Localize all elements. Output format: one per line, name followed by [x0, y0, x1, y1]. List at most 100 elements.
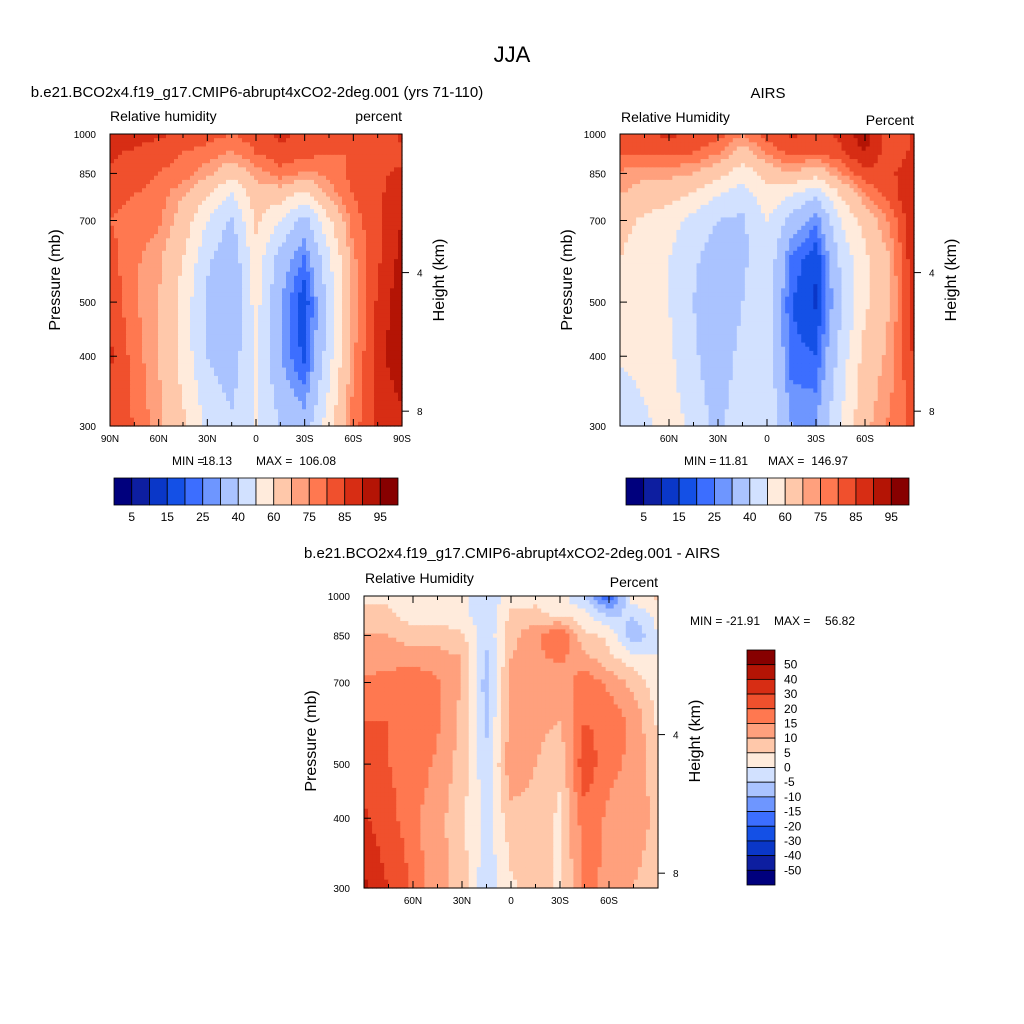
- heatmap-cell: [254, 321, 259, 327]
- heatmap-cell: [290, 200, 295, 206]
- heatmap-cell: [190, 338, 195, 344]
- heatmap-cell: [118, 330, 123, 335]
- heatmap-cell: [142, 400, 147, 406]
- heatmap-cell: [222, 204, 227, 210]
- heatmap-cell: [310, 238, 315, 244]
- heatmap-cell: [114, 167, 119, 173]
- heatmap-cell: [150, 142, 155, 148]
- heatmap-cell: [398, 159, 403, 164]
- heatmap-cell: [234, 342, 239, 348]
- heatmap-cell: [242, 142, 247, 148]
- heatmap-cell: [234, 209, 239, 214]
- heatmap-cell: [398, 371, 403, 377]
- heatmap-cell: [206, 246, 211, 252]
- heatmap-cell: [118, 396, 123, 402]
- heatmap-cell: [114, 267, 119, 273]
- heatmap-cell: [194, 367, 199, 373]
- heatmap-cell: [198, 371, 203, 377]
- heatmap-cell: [294, 396, 299, 402]
- heatmap-cell: [274, 309, 279, 314]
- heatmap-cell: [390, 342, 395, 348]
- heatmap-cell: [170, 384, 175, 390]
- heatmap-cell: [218, 338, 223, 344]
- heatmap-cell: [358, 238, 363, 244]
- heatmap-cell: [258, 250, 263, 256]
- heatmap-cell: [286, 409, 291, 415]
- heatmap-cell: [278, 367, 283, 373]
- heatmap-cell: [218, 192, 223, 198]
- heatmap-cell: [302, 221, 307, 227]
- heatmap-cell: [314, 138, 319, 143]
- heatmap-cell: [290, 196, 295, 202]
- heatmap-cell: [270, 209, 275, 214]
- heatmap-cell: [390, 204, 395, 210]
- heatmap-cell: [374, 371, 379, 377]
- heatmap-cell: [210, 409, 215, 415]
- heatmap-cell: [250, 246, 255, 252]
- heatmap-cell: [334, 200, 339, 206]
- heatmap-cell: [390, 209, 395, 214]
- heatmap-cell: [346, 284, 351, 289]
- heatmap-cell: [138, 217, 143, 223]
- heatmap-cell: [154, 350, 159, 356]
- heatmap-cell: [378, 238, 383, 244]
- heatmap-cell: [238, 150, 243, 156]
- heatmap-cell: [294, 138, 299, 143]
- heatmap-cell: [358, 154, 363, 160]
- heatmap-cell: [266, 213, 271, 219]
- heatmap-cell: [290, 309, 295, 314]
- heatmap-cell: [270, 263, 275, 269]
- heatmap-cell: [182, 213, 187, 219]
- heatmap-cell: [386, 234, 391, 239]
- heatmap-cell: [250, 267, 255, 273]
- heatmap-cell: [306, 271, 311, 277]
- heatmap-cell: [346, 367, 351, 373]
- heatmap-cell: [134, 250, 139, 256]
- heatmap-cell: [170, 292, 175, 298]
- heatmap-cell: [278, 138, 283, 143]
- heatmap-cell: [170, 271, 175, 277]
- heatmap-cell: [174, 292, 179, 298]
- heatmap-cell: [350, 138, 355, 143]
- heatmap-cell: [158, 267, 163, 273]
- heatmap-cell: [346, 146, 351, 152]
- heatmap-cell: [270, 134, 275, 139]
- heatmap-cell: [154, 217, 159, 223]
- heatmap-cell: [370, 338, 375, 344]
- heatmap-cell: [234, 380, 239, 385]
- heatmap-cell: [278, 250, 283, 256]
- heatmap-cell: [242, 163, 247, 168]
- heatmap-cell: [230, 159, 235, 164]
- heatmap-cell: [130, 363, 135, 369]
- heatmap-cell: [186, 267, 191, 273]
- heatmap-cell: [198, 380, 203, 385]
- heatmap-cell: [158, 263, 163, 269]
- heatmap-cell: [226, 250, 231, 256]
- heatmap-cell: [182, 321, 187, 327]
- heatmap-cell: [306, 355, 311, 360]
- heatmap-cell: [374, 159, 379, 164]
- heatmap-cell: [242, 217, 247, 223]
- heatmap-cell: [274, 288, 279, 294]
- heatmap-cell: [130, 209, 135, 214]
- heatmap-cell: [342, 184, 347, 189]
- heatmap-cell: [254, 188, 259, 193]
- heatmap-cell: [298, 409, 303, 415]
- heatmap-cell: [334, 413, 339, 419]
- model-panel: b.e21.BCO2x4.f19_g17.CMIP6-abrupt4xCO2-2…: [31, 84, 483, 524]
- heatmap-cell: [114, 146, 119, 152]
- heatmap-cell: [138, 146, 143, 152]
- heatmap-cell: [322, 375, 327, 381]
- heatmap-cell: [378, 363, 383, 369]
- heatmap-cell: [382, 271, 387, 277]
- heatmap-cell: [266, 292, 271, 298]
- heatmap-cell: [262, 271, 267, 277]
- heatmap-cell: [250, 146, 255, 152]
- heatmap-cell: [254, 184, 259, 189]
- heatmap-cell: [366, 217, 371, 223]
- heatmap-cell: [282, 196, 287, 202]
- heatmap-cell: [222, 192, 227, 198]
- heatmap-cell: [142, 221, 147, 227]
- heatmap-cell: [386, 342, 391, 348]
- heatmap-cell: [134, 334, 139, 339]
